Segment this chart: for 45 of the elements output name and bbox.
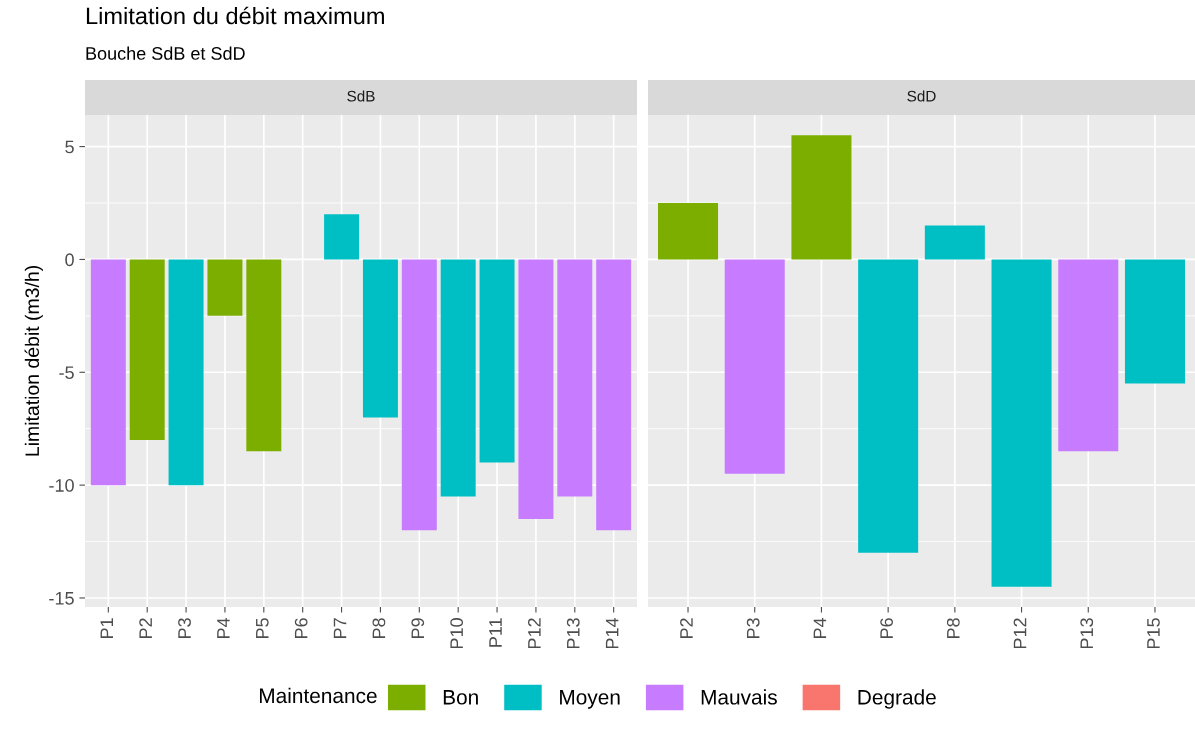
x-tick-label: P12 (1013, 618, 1027, 649)
legend-title: Maintenance (259, 687, 377, 704)
y-tick-label: -15 (49, 592, 74, 605)
x-tick-label: P7 (333, 618, 347, 639)
x-tick-label: P2 (139, 618, 152, 639)
x-tick-label: P15 (1147, 618, 1160, 649)
legend-label: Degrade (858, 689, 936, 709)
y-tick-label: 0 (65, 253, 74, 267)
x-tick-label: P4 (217, 617, 230, 639)
x-tick-label: P6 (294, 618, 308, 639)
x-tick-label: P12 (527, 618, 541, 649)
chart-title: SdD (907, 90, 936, 102)
x-tick-label: P10 (450, 618, 464, 649)
y-tick-label: 5 (65, 140, 74, 154)
bar (1124, 259, 1185, 384)
x-tick-label: P14 (605, 617, 619, 649)
x-tick-label: P3 (746, 618, 760, 639)
x-tick-label: P13 (566, 618, 580, 649)
legend-label: Mauvais (701, 689, 777, 705)
bar (858, 259, 919, 553)
legend-label: Moyen (560, 690, 620, 709)
chart-title: SdB (347, 90, 375, 102)
text: Bouche SdB et SdD (86, 46, 245, 60)
x-tick-label: P13 (1080, 618, 1094, 649)
x-tick-label: P1 (100, 618, 113, 639)
x-tick-label: P11 (489, 618, 502, 647)
text: Limitation du débit maximum (86, 6, 384, 25)
x-tick-label: P5 (256, 618, 269, 639)
bar (1058, 259, 1119, 452)
legend-label: Bon (443, 690, 478, 705)
x-tick-label: P9 (411, 618, 425, 639)
y-axis-title: Limitation débit (m3/h) (24, 266, 43, 456)
x-tick-label: P8 (372, 618, 386, 639)
x-tick-label: P3 (178, 618, 191, 639)
bar (724, 259, 785, 474)
bar (791, 135, 852, 260)
x-tick-label: P6 (880, 618, 893, 639)
x-tick-label: P4 (813, 617, 827, 639)
bar (658, 203, 719, 260)
bar (924, 225, 985, 260)
y-tick-label: -10 (49, 479, 74, 492)
y-tick-label: -5 (59, 366, 74, 379)
x-tick-label: P2 (680, 618, 693, 639)
bar (991, 259, 1052, 587)
x-tick-label: P8 (946, 618, 960, 639)
